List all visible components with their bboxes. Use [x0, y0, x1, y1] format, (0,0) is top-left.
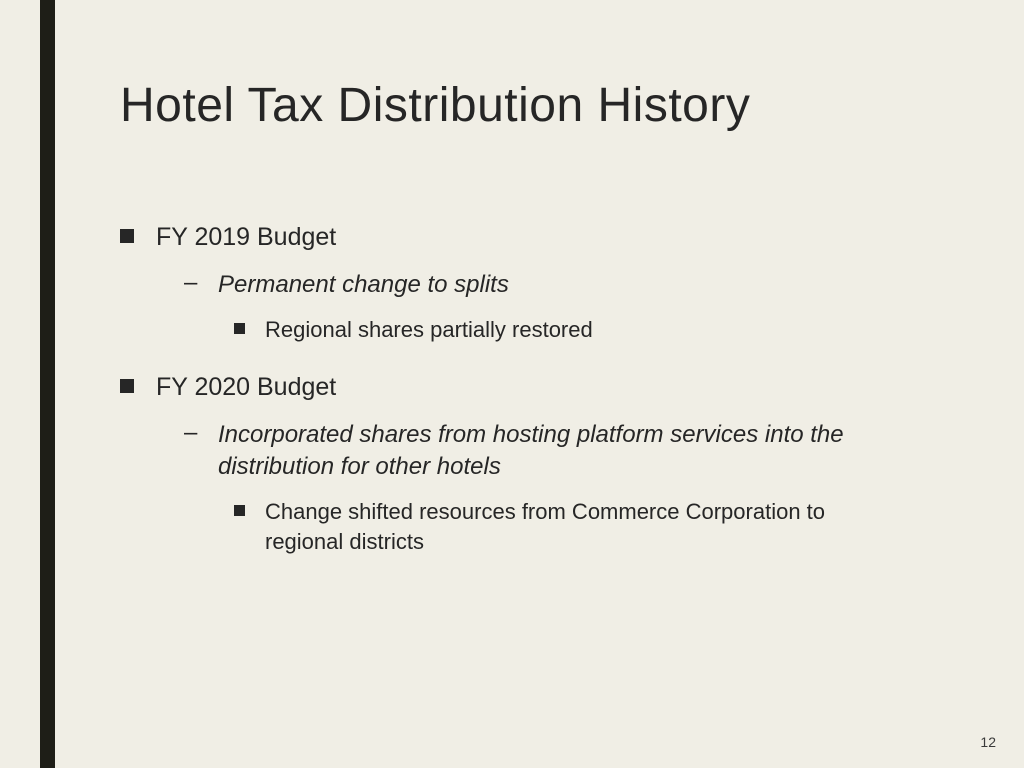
bullet-text: Regional shares partially restored [265, 315, 593, 345]
list-item: Change shifted resources from Commerce C… [234, 497, 960, 556]
bullet-text: Permanent change to splits [218, 269, 509, 301]
dash-bullet-icon: – [184, 269, 198, 297]
list-item: – Permanent change to splits Regional sh… [184, 269, 960, 345]
list-item: Regional shares partially restored [234, 315, 960, 345]
slide-title: Hotel Tax Distribution History [120, 78, 960, 133]
page-number: 12 [980, 734, 996, 750]
square-bullet-icon [234, 505, 245, 516]
bullet-text: FY 2020 Budget [156, 371, 336, 405]
bullet-list: FY 2019 Budget – Permanent change to spl… [120, 221, 960, 557]
bullet-text: FY 2019 Budget [156, 221, 336, 255]
list-item: FY 2020 Budget – Incorporated shares fro… [120, 371, 960, 557]
bullet-text: Change shifted resources from Commerce C… [265, 497, 875, 556]
slide-content: Hotel Tax Distribution History FY 2019 B… [120, 78, 960, 583]
square-bullet-icon [234, 323, 245, 334]
dash-bullet-icon: – [184, 419, 198, 447]
square-bullet-icon [120, 379, 134, 393]
bullet-text: Incorporated shares from hosting platfor… [218, 419, 898, 484]
square-bullet-icon [120, 229, 134, 243]
list-item: – Incorporated shares from hosting platf… [184, 419, 960, 557]
list-item: FY 2019 Budget – Permanent change to spl… [120, 221, 960, 345]
accent-bar [40, 0, 55, 768]
